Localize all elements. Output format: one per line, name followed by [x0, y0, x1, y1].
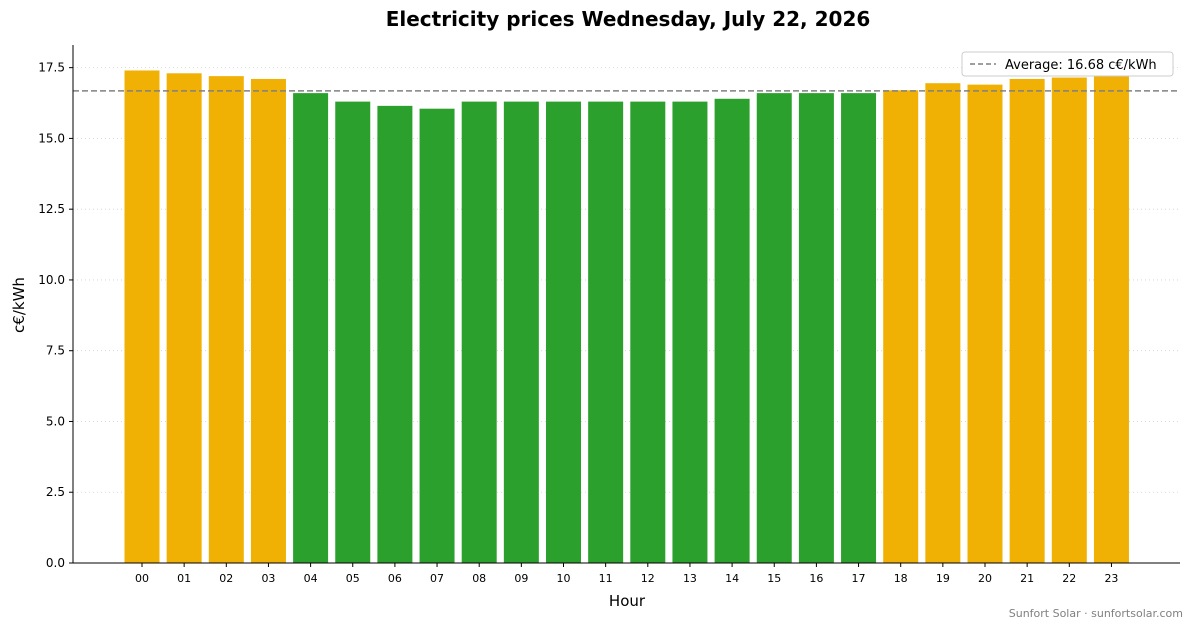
x-tick-label: 15	[767, 572, 781, 585]
x-tick-label: 18	[894, 572, 908, 585]
bar-04	[293, 93, 329, 564]
legend: Average: 16.68 c€/kWh	[961, 51, 1174, 77]
y-ticks: 0.0 2.5 5.0 7.5 10.0 12.5 15.0 17.5	[38, 61, 73, 570]
x-tick-label: 01	[177, 572, 191, 585]
bar-20	[967, 84, 1003, 563]
bar-11	[588, 101, 624, 563]
x-tick-label: 19	[936, 572, 950, 585]
x-tick-label: 16	[809, 572, 823, 585]
x-tick-label: 20	[978, 572, 992, 585]
bar-02	[208, 76, 244, 564]
x-tick-label: 21	[1020, 572, 1034, 585]
x-tick-label: 09	[514, 572, 528, 585]
bar-03	[250, 78, 286, 563]
x-tick-label: 13	[683, 572, 697, 585]
x-tick-label: 12	[641, 572, 655, 585]
legend-box	[961, 51, 1174, 77]
bar-06	[377, 105, 413, 564]
x-tick-label: 14	[725, 572, 739, 585]
x-tick-label: 07	[430, 572, 444, 585]
axes	[72, 45, 1180, 564]
y-tick-label: 12.5	[38, 202, 65, 216]
bar-18	[883, 90, 919, 564]
bar-08	[461, 101, 497, 563]
y-tick-label: 5.0	[46, 414, 65, 428]
chart-title: Electricity prices Wednesday, July 22, 2…	[386, 7, 871, 31]
x-tick-label: 17	[852, 572, 866, 585]
bar-15	[756, 93, 792, 564]
bar-17	[841, 93, 877, 564]
bar-23	[1093, 76, 1129, 564]
bar-01	[166, 73, 202, 564]
y-axis-label: c€/kWh	[10, 277, 28, 333]
y-tick-label: 15.0	[38, 131, 65, 145]
x-tick-label: 10	[557, 572, 571, 585]
x-tick-label: 23	[1104, 572, 1118, 585]
bar-09	[503, 101, 539, 563]
bar-16	[798, 93, 834, 564]
x-tick-label: 08	[472, 572, 486, 585]
bar-14	[714, 98, 750, 563]
x-tick-label: 11	[599, 572, 613, 585]
x-tick-label: 06	[388, 572, 402, 585]
y-tick-label: 0.0	[46, 556, 65, 570]
bar-22	[1051, 77, 1087, 563]
y-tick-label: 7.5	[46, 344, 65, 358]
bar-12	[630, 101, 666, 563]
bar-07	[419, 108, 455, 563]
x-tick-label: 05	[346, 572, 360, 585]
x-ticks: 00 01 02 03 04 05 06 07 08 09 10 11 12 13 14 15 16 17 18 19…	[135, 563, 1118, 585]
bar-00	[124, 70, 160, 564]
bars-group	[124, 70, 1129, 564]
x-tick-label: 04	[304, 572, 318, 585]
y-tick-label: 2.5	[46, 485, 65, 499]
y-tick-label: 17.5	[38, 61, 65, 75]
legend-average-label: Average: 16.68 c€/kWh	[1005, 58, 1157, 73]
x-tick-label: 03	[261, 572, 275, 585]
x-tick-label: 00	[135, 572, 149, 585]
bar-10	[546, 101, 581, 563]
bar-05	[335, 101, 371, 563]
x-axis-label: Hour	[609, 592, 646, 610]
bar-13	[672, 101, 708, 563]
x-tick-label: 22	[1062, 572, 1076, 585]
credit-text: Sunfort Solar · sunfortsolar.com	[1009, 607, 1183, 620]
x-tick-label: 02	[219, 572, 233, 585]
y-tick-label: 10.0	[38, 273, 65, 287]
bar-21	[1009, 78, 1045, 563]
bar-19	[925, 83, 961, 564]
